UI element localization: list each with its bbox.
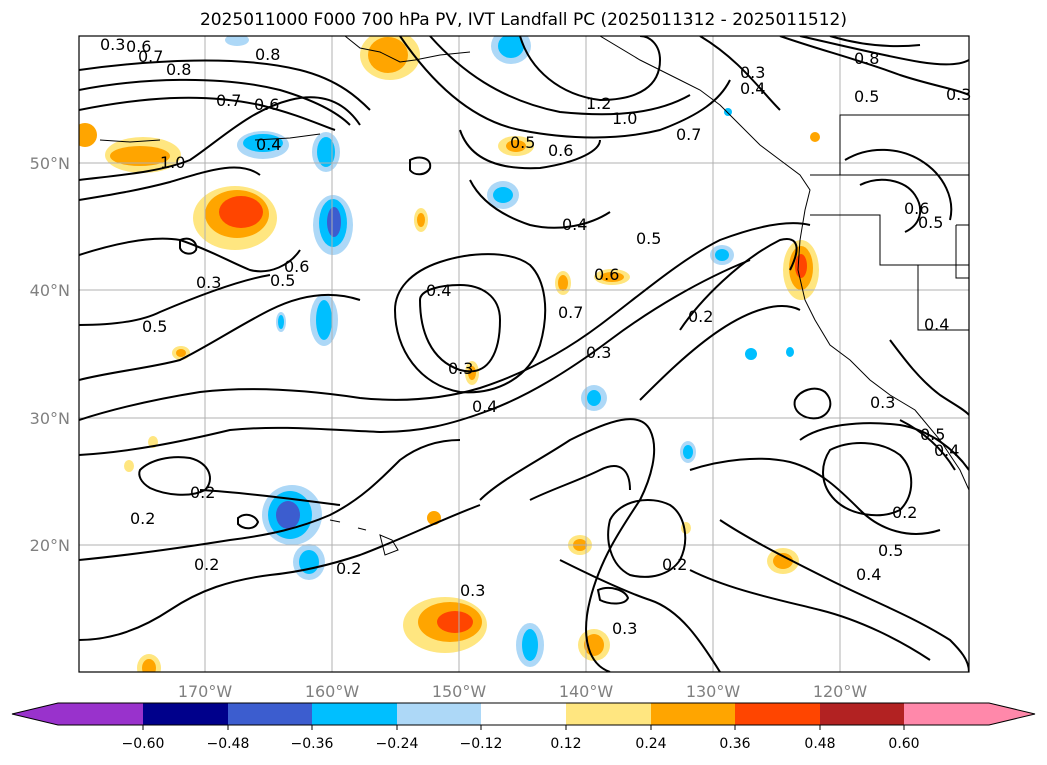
- coastlines: [99, 36, 969, 556]
- colorbar-segment: [651, 703, 735, 725]
- colorbar-tick-label: 0.36: [719, 736, 750, 752]
- contour-label: 0.2: [662, 555, 687, 574]
- lon-label-130w: 130°W: [686, 682, 741, 701]
- contour-label: 0.8: [255, 45, 280, 64]
- lat-label-30n: 30°N: [30, 409, 70, 428]
- contour-label: 0.2: [336, 559, 361, 578]
- lat-label-40n: 40°N: [30, 281, 70, 300]
- contour-label: 0.3: [740, 63, 765, 82]
- contour-label: 0.3: [196, 273, 221, 292]
- lon-label-160w: 160°W: [305, 682, 360, 701]
- contour-label: 0.6: [548, 141, 573, 160]
- contour-label: 0.4: [426, 281, 451, 300]
- contour-label: 0.6: [904, 199, 929, 218]
- lat-labels: 50°N 40°N 30°N 20°N: [30, 154, 70, 555]
- contour-label-group: 0.3 0.6 0.7 0.8 0.8 0.7 0.6 0.4 1.0 1.2 …: [100, 35, 971, 638]
- colorbar-tick-label: −0.36: [291, 736, 334, 752]
- contour-label: 0.4: [562, 215, 587, 234]
- contour-label: 0.7: [138, 47, 163, 66]
- contour-label: 0.4: [472, 397, 497, 416]
- contour-label: 0.4: [856, 565, 881, 584]
- colorbar-segment: [312, 703, 397, 725]
- contour-label: 0.6: [284, 257, 309, 276]
- contour-label: 0.5: [920, 425, 945, 444]
- contour-label: 0.2: [194, 555, 219, 574]
- contour-label: 0.5: [636, 229, 661, 248]
- lat-label-50n: 50°N: [30, 154, 70, 173]
- pv-contours: [79, 36, 969, 672]
- contour-label: 0.5: [918, 213, 943, 232]
- lon-label-170w: 170°W: [178, 682, 233, 701]
- contour-label: 0.5: [270, 271, 295, 290]
- contour-label: 0.3: [612, 619, 637, 638]
- contour-label: 0.4: [740, 79, 765, 98]
- colorbar: −0.60 −0.48 −0.36 −0.24 −0.12 0.12 0.24 …: [11, 702, 1036, 752]
- colorbar-segment: [820, 703, 904, 725]
- map-border: [78, 35, 970, 673]
- contour-label: 1.0: [612, 109, 637, 128]
- contour-label: 0.2: [190, 483, 215, 502]
- colorbar-tick-label: −0.48: [207, 736, 250, 752]
- contour-label: 0.6: [254, 95, 279, 114]
- contour-label: 0.6: [594, 265, 619, 284]
- contour-label: 0.7: [558, 303, 583, 322]
- colorbar-tick-label: −0.12: [460, 736, 503, 752]
- contour-label: 0.2: [130, 509, 155, 528]
- contour-label: 0.5: [878, 541, 903, 560]
- contour-label: 1.2: [586, 94, 611, 113]
- contour-label: 0.7: [216, 91, 241, 110]
- contour-label: 0.3: [100, 35, 125, 54]
- colorbar-tick-label: −0.24: [376, 736, 419, 752]
- colorbar-extend-max: [904, 703, 1035, 725]
- contour-label: 0.8: [166, 60, 191, 79]
- colorbar-tick-label: 0.12: [550, 736, 581, 752]
- contour-label: 1.0: [160, 153, 185, 172]
- lon-label-150w: 150°W: [432, 682, 487, 701]
- colorbar-tick-label: −0.60: [122, 736, 165, 752]
- colorbar-tick-label: 0.48: [804, 736, 835, 752]
- lon-label-120w: 120°W: [813, 682, 868, 701]
- contour-label: 0.3: [870, 393, 895, 412]
- colorbar-segment: [481, 703, 566, 725]
- contour-label: 0.3: [448, 359, 473, 378]
- colorbar-segment: [397, 703, 481, 725]
- pv-anomaly-fills: [79, 36, 820, 672]
- contour-label: 0.5: [854, 87, 879, 106]
- contour-label: 0.8: [854, 49, 879, 68]
- contour-label: 0.6: [126, 37, 151, 56]
- lon-label-140w: 140°W: [559, 682, 614, 701]
- contour-label: 0.4: [924, 315, 949, 334]
- contour-label: 0.3: [460, 581, 485, 600]
- map-title: 2025011000 F000 700 hPa PV, IVT Landfall…: [199, 10, 847, 30]
- colorbar-segment: [735, 703, 820, 725]
- colorbar-tick-label: 0.60: [888, 736, 919, 752]
- colorbar-tick-label: 0.24: [635, 736, 666, 752]
- lon-labels: 170°W 160°W 150°W 140°W 130°W 120°W: [178, 682, 868, 701]
- lat-label-20n: 20°N: [30, 536, 70, 555]
- contour-label: 0.5: [142, 317, 167, 336]
- contour-label: 0.2: [892, 503, 917, 522]
- contour-label: 0.4: [256, 135, 281, 154]
- contour-label: 0.4: [934, 441, 959, 460]
- contour-label: 0.5: [510, 133, 535, 152]
- contour-label: 0.3: [586, 343, 611, 362]
- colorbar-segment: [143, 703, 228, 725]
- contour-label: 0.7: [676, 125, 701, 144]
- colorbar-extend-min: [12, 703, 143, 725]
- colorbar-segment: [228, 703, 312, 725]
- contour-label: 0.3: [946, 85, 971, 104]
- colorbar-segment: [566, 703, 651, 725]
- contour-label: 0.2: [688, 307, 713, 326]
